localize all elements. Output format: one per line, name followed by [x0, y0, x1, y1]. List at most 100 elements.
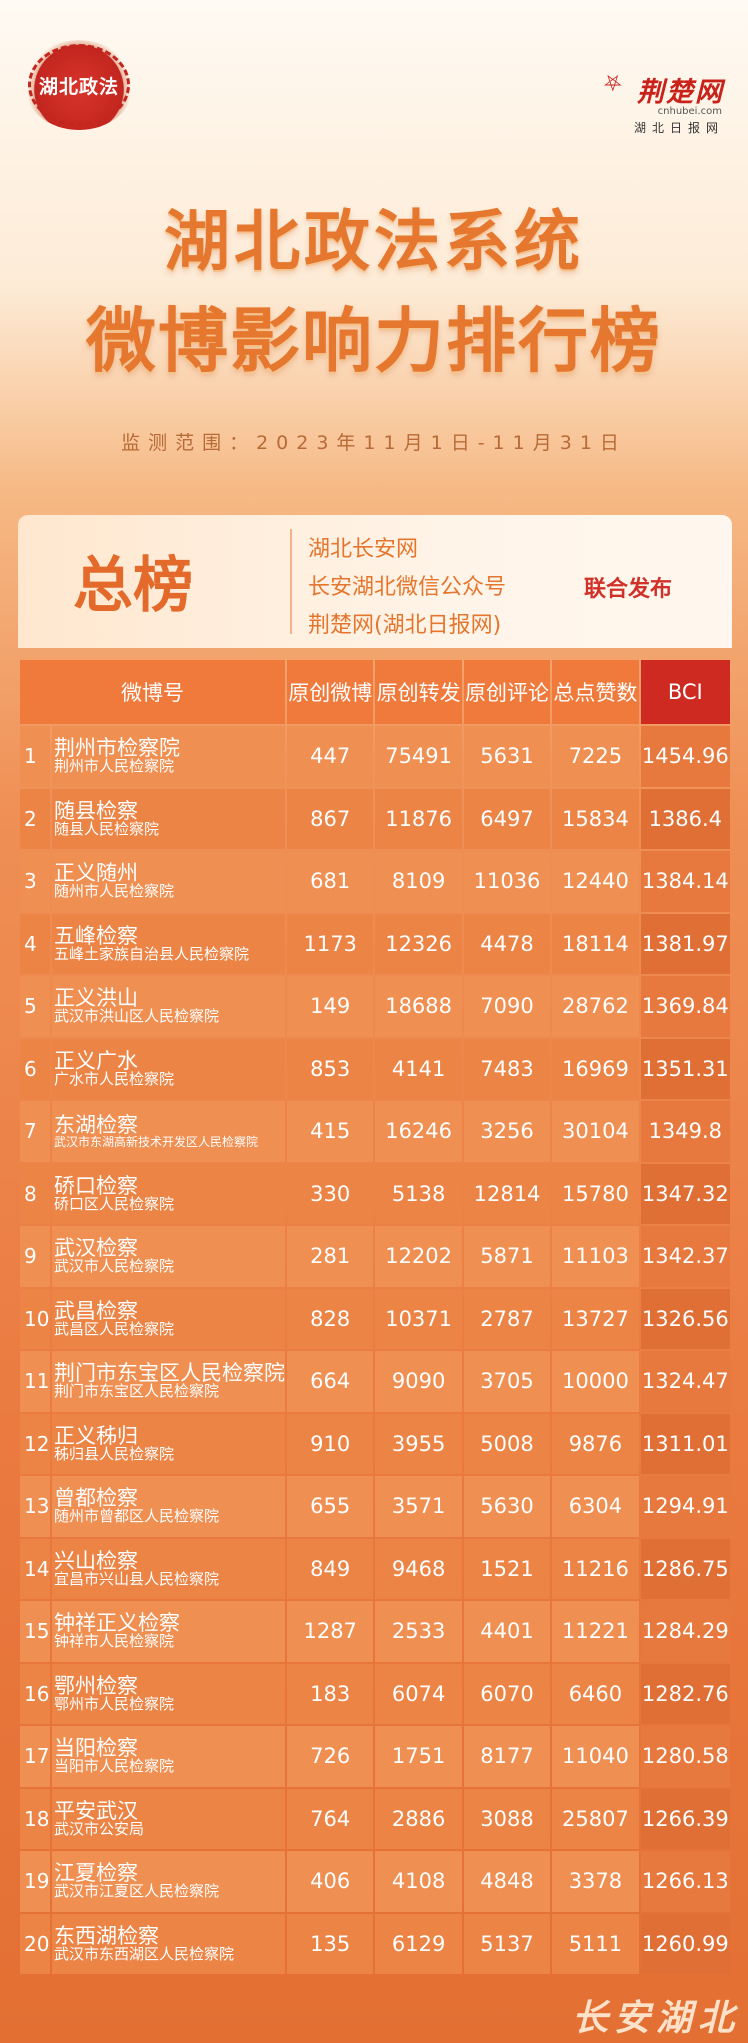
account-cell: 正义洪山 武汉市洪山区人民检察院	[52, 976, 285, 1037]
weibo-cell: 447	[287, 726, 374, 787]
account-name: 鄂州检察	[54, 1673, 138, 1698]
rank-cell: 4	[20, 913, 50, 974]
account-cell: 当阳检察 当阳市人民检察院	[52, 1726, 285, 1787]
bci-cell: 1384.14	[640, 851, 730, 912]
likes-cell: 11221	[552, 1601, 639, 1662]
jingchu-name: 荆楚网	[637, 77, 724, 108]
col-header-comment: 原创评论	[463, 660, 551, 724]
account-name: 正义秭归	[54, 1423, 138, 1448]
table-row: 14 兴山检察 宜昌市兴山县人民检察院 849 9468 1521 11216 1286.75	[20, 1538, 730, 1599]
comment-cell: 7483	[463, 1038, 551, 1099]
forward-cell: 1751	[375, 1726, 462, 1787]
weibo-cell: 406	[287, 1851, 374, 1912]
comment-cell: 5631	[463, 726, 551, 787]
account-cell: 正义秭归 秭归县人民检察院	[52, 1413, 285, 1474]
account-name: 荆门市东宝区人民检察院	[54, 1361, 285, 1386]
account-org: 随州市人民检察院	[54, 882, 175, 901]
comment-cell: 3088	[463, 1788, 551, 1849]
bci-cell: 1324.47	[640, 1351, 730, 1412]
comment-cell: 4848	[463, 1851, 551, 1912]
jingchu-sub: 湖北日报网	[633, 121, 724, 135]
likes-cell: 5111	[552, 1913, 639, 1974]
account-cell: 兴山检察 宜昌市兴山县人民检察院	[52, 1538, 285, 1599]
source-1: 湖北长安网	[308, 537, 419, 562]
comment-cell: 12814	[463, 1163, 551, 1224]
col-header-forward: 原创转发	[375, 660, 462, 724]
account-org: 武汉市洪山区人民检察院	[54, 1007, 220, 1026]
account-name: 正义随州	[54, 861, 138, 886]
col-header-likes: 总点赞数	[552, 660, 639, 724]
weibo-cell: 681	[287, 851, 374, 912]
likes-cell: 9876	[552, 1413, 639, 1474]
account-org: 随县人民检察院	[54, 819, 160, 838]
account-org: 荆门市东宝区人民检察院	[54, 1382, 220, 1401]
bci-cell: 1282.76	[640, 1663, 730, 1724]
comment-cell: 3256	[463, 1101, 551, 1162]
comment-cell: 6497	[463, 788, 551, 849]
table-row: 11 荆门市东宝区人民检察院 荆门市东宝区人民检察院 664 9090 3705 10000…	[20, 1351, 730, 1412]
jingchu-domain: cnhubei.com	[657, 106, 722, 117]
comment-cell: 7090	[463, 976, 551, 1037]
comment-cell: 11036	[463, 851, 551, 912]
comment-cell: 4478	[463, 913, 551, 974]
jingchu-logo: ⛧ 荆楚网 cnhubei.com 湖北日报网	[594, 70, 724, 135]
forward-cell: 6129	[375, 1913, 462, 1974]
table-row: 3 正义随州 随州市人民检察院 681 8109 11036 12440 1384.14	[20, 851, 730, 912]
bci-cell: 1342.37	[640, 1226, 730, 1287]
weibo-cell: 415	[287, 1101, 374, 1162]
account-org: 武汉市人民检察院	[54, 1257, 175, 1276]
board-title: 总榜	[73, 551, 193, 621]
comment-cell: 8177	[463, 1726, 551, 1787]
bci-cell: 1454.96	[640, 726, 730, 787]
account-name: 正义洪山	[54, 986, 138, 1011]
table-row: 5 正义洪山 武汉市洪山区人民检察院 149 18688 7090 28762 1369.84	[20, 976, 730, 1037]
bci-cell: 1294.91	[640, 1476, 730, 1537]
header-divider	[290, 529, 292, 634]
account-org: 武汉市东西湖区人民检察院	[54, 1944, 235, 1963]
likes-cell: 10000	[552, 1351, 639, 1412]
account-name: 兴山检察	[54, 1548, 138, 1573]
account-cell: 荆州市检察院 荆州市人民检察院	[52, 726, 285, 787]
likes-cell: 18114	[552, 913, 639, 974]
rank-cell: 2	[20, 788, 50, 849]
rank-cell: 16	[20, 1663, 50, 1724]
account-cell: 正义广水 广水市人民检察院	[52, 1038, 285, 1099]
account-cell: 江夏检察 武汉市江夏区人民检察院	[52, 1851, 285, 1912]
weibo-cell: 849	[287, 1538, 374, 1599]
forward-cell: 16246	[375, 1101, 462, 1162]
account-name: 平安武汉	[54, 1798, 138, 1823]
forward-cell: 18688	[375, 976, 462, 1037]
comment-cell: 5630	[463, 1476, 551, 1537]
rank-cell: 11	[20, 1351, 50, 1412]
account-name: 硚口检察	[54, 1173, 138, 1198]
account-cell: 鄂州检察 鄂州市人民检察院	[52, 1663, 285, 1724]
bci-cell: 1311.01	[640, 1413, 730, 1474]
account-cell: 东湖检察 武汉市东湖高新技术开发区人民检察院	[52, 1101, 285, 1162]
table-row: 9 武汉检察 武汉市人民检察院 281 12202 5871 11103 1342.37	[20, 1226, 730, 1287]
likes-cell: 30104	[552, 1101, 639, 1162]
bci-cell: 1369.84	[640, 976, 730, 1037]
account-org: 鄂州市人民检察院	[54, 1694, 175, 1713]
account-name: 东湖检察	[54, 1112, 138, 1137]
account-cell: 曾都检察 随州市曾都区人民检察院	[52, 1476, 285, 1537]
account-cell: 武汉检察 武汉市人民检察院	[52, 1226, 285, 1287]
account-name: 武昌检察	[54, 1298, 138, 1323]
forward-cell: 5138	[375, 1163, 462, 1224]
forward-cell: 6074	[375, 1663, 462, 1724]
source-2: 长安湖北微信公众号	[308, 575, 507, 600]
forward-cell: 2533	[375, 1601, 462, 1662]
account-org: 秭归县人民检察院	[54, 1444, 175, 1463]
forward-cell: 9468	[375, 1538, 462, 1599]
account-org: 武汉市东湖高新技术开发区人民检察院	[54, 1134, 259, 1149]
forward-cell: 2886	[375, 1788, 462, 1849]
forward-cell: 3571	[375, 1476, 462, 1537]
bci-cell: 1280.58	[640, 1726, 730, 1787]
comment-cell: 5137	[463, 1913, 551, 1974]
likes-cell: 25807	[552, 1788, 639, 1849]
table-row: 1 荆州市检察院 荆州市人民检察院 447 75491 5631 7225 1454.96	[20, 726, 730, 787]
likes-cell: 3378	[552, 1851, 639, 1912]
account-name: 正义广水	[54, 1048, 138, 1073]
hubei-zhengfa-logo: 湖北政法	[24, 40, 134, 130]
weibo-cell: 726	[287, 1726, 374, 1787]
table-row: 18 平安武汉 武汉市公安局 764 2886 3088 25807 1266.39	[20, 1788, 730, 1849]
